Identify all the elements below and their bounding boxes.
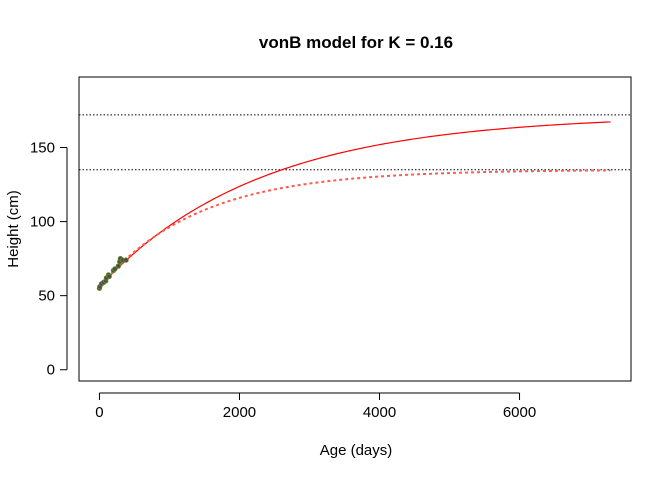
y-tick-label: 50 (38, 288, 55, 305)
growth-curve-dashed (98, 169, 611, 288)
plot-layer (79, 114, 631, 291)
x-tick-label: 6000 (503, 404, 536, 421)
x-axis: 0 2000 4000 6000 (95, 392, 536, 421)
y-tick-label: 0 (47, 362, 55, 379)
x-axis-label: Age (days) (320, 442, 393, 459)
y-tick-label: 150 (30, 140, 55, 157)
y-axis: 0 50 100 150 (30, 140, 68, 379)
data-point (112, 266, 118, 272)
x-tick-label: 2000 (223, 404, 256, 421)
x-tick-label: 0 (95, 404, 103, 421)
data-point (106, 273, 112, 280)
plot-frame (78, 76, 632, 382)
data-point (123, 257, 129, 263)
growth-curve-solid (99, 121, 611, 288)
x-tick-label: 4000 (363, 404, 396, 421)
chart-title: vonB model for K = 0.16 (259, 33, 453, 52)
y-tick-label: 100 (30, 214, 55, 231)
data-point (115, 263, 122, 269)
y-axis-label: Height (cm) (5, 190, 22, 268)
